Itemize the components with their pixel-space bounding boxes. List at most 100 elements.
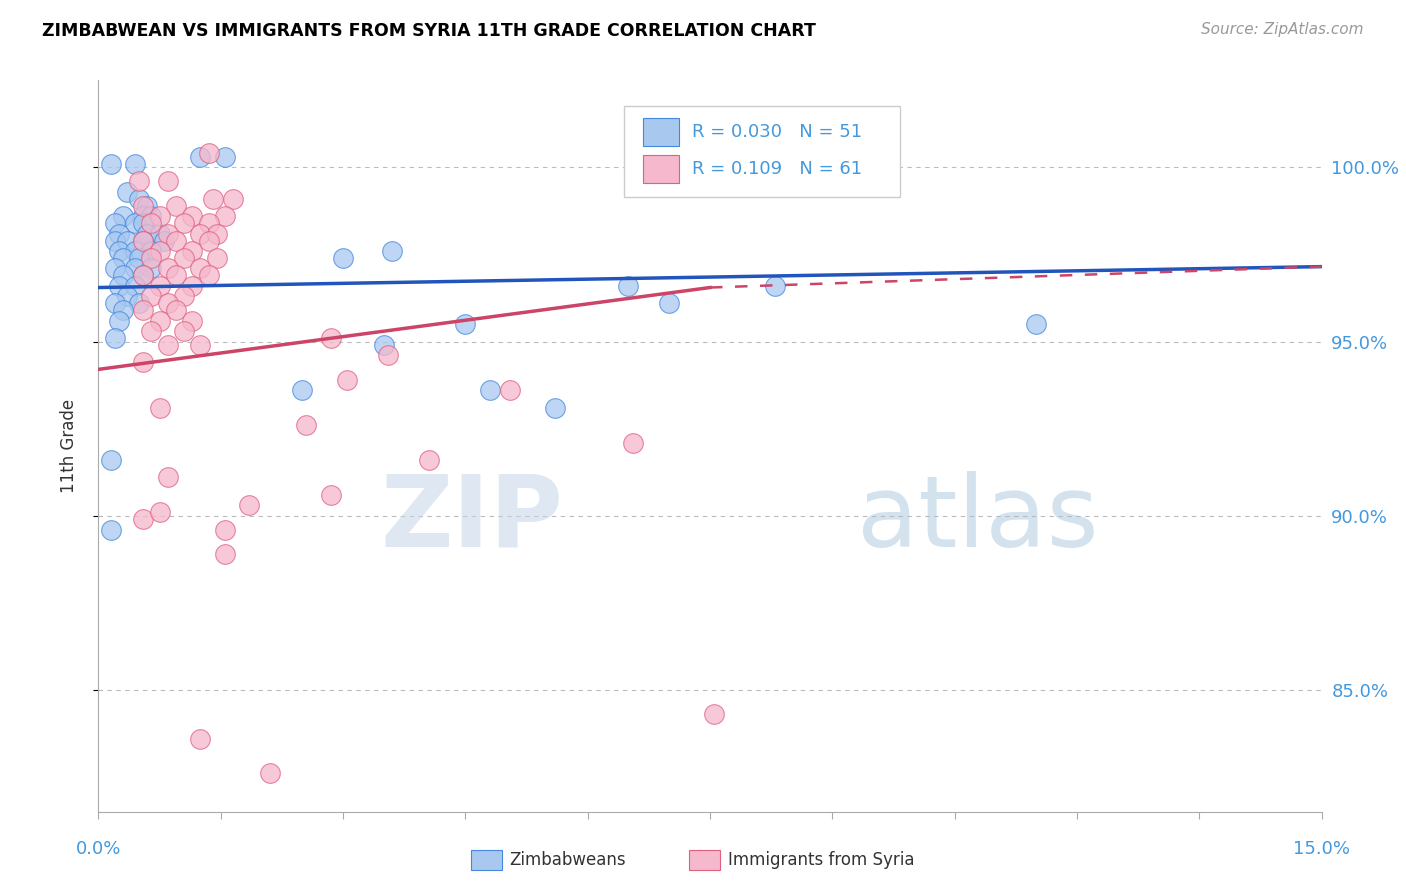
Point <box>124 157 146 171</box>
Point <box>381 244 404 258</box>
Point <box>104 296 127 310</box>
Point <box>197 234 219 248</box>
Point <box>136 227 159 241</box>
Point <box>621 435 644 450</box>
Point <box>165 268 187 283</box>
Point <box>156 470 179 484</box>
Point <box>259 766 281 780</box>
Point <box>658 296 681 310</box>
Point <box>132 268 155 283</box>
Point <box>165 234 187 248</box>
Point <box>188 338 212 352</box>
Point <box>173 251 195 265</box>
Point <box>319 488 342 502</box>
Point <box>108 244 131 258</box>
Point <box>100 523 122 537</box>
Point <box>214 209 236 223</box>
Point <box>100 157 122 171</box>
Point <box>181 313 204 327</box>
Point <box>111 209 134 223</box>
Point <box>478 384 501 398</box>
Point <box>132 512 155 526</box>
Point <box>149 505 172 519</box>
Point <box>165 199 187 213</box>
Point <box>149 209 172 223</box>
Text: 0.0%: 0.0% <box>76 839 121 857</box>
Text: Zimbabweans: Zimbabweans <box>509 851 626 869</box>
Y-axis label: 11th Grade: 11th Grade <box>59 399 77 493</box>
Point <box>499 384 522 398</box>
Point <box>111 268 134 283</box>
Point <box>156 261 179 276</box>
Point <box>173 324 195 338</box>
Point <box>201 192 224 206</box>
Point <box>238 498 260 512</box>
Text: 15.0%: 15.0% <box>1294 839 1350 857</box>
Point <box>214 547 236 561</box>
Text: ZIMBABWEAN VS IMMIGRANTS FROM SYRIA 11TH GRADE CORRELATION CHART: ZIMBABWEAN VS IMMIGRANTS FROM SYRIA 11TH… <box>42 22 815 40</box>
Point <box>295 418 318 433</box>
Point <box>104 261 127 276</box>
Point <box>141 209 163 223</box>
Point <box>124 244 146 258</box>
Point <box>149 244 172 258</box>
Point <box>149 227 172 241</box>
Point <box>188 261 212 276</box>
Text: ZIP: ZIP <box>381 471 564 567</box>
Point <box>173 289 195 303</box>
Point <box>104 331 127 345</box>
Point <box>156 296 179 310</box>
Point <box>128 251 150 265</box>
Point <box>373 338 395 352</box>
Point <box>132 234 155 248</box>
Point <box>197 146 219 161</box>
Point <box>332 251 354 265</box>
Point <box>111 251 134 265</box>
Text: atlas: atlas <box>856 471 1098 567</box>
Point <box>141 324 163 338</box>
Point <box>156 338 179 352</box>
Point <box>136 199 159 213</box>
Point <box>115 185 138 199</box>
Point <box>173 216 195 230</box>
Point <box>128 192 150 206</box>
Point <box>104 216 127 230</box>
Point <box>128 174 150 188</box>
Point <box>132 216 155 230</box>
Point <box>115 289 138 303</box>
Point <box>124 261 146 276</box>
Point <box>181 244 204 258</box>
Point <box>132 268 155 283</box>
Point <box>291 384 314 398</box>
Point <box>156 174 179 188</box>
Point <box>141 289 163 303</box>
Point <box>108 227 131 241</box>
Point <box>104 234 127 248</box>
Point <box>205 227 228 241</box>
Point <box>141 251 163 265</box>
Point <box>132 209 155 223</box>
Point <box>214 150 236 164</box>
FancyBboxPatch shape <box>624 106 900 197</box>
Point <box>124 278 146 293</box>
Text: Immigrants from Syria: Immigrants from Syria <box>728 851 915 869</box>
Point <box>214 523 236 537</box>
Point <box>132 355 155 369</box>
Point <box>181 278 204 293</box>
Point <box>132 234 155 248</box>
Point <box>124 216 146 230</box>
Point <box>165 303 187 318</box>
Text: R = 0.109   N = 61: R = 0.109 N = 61 <box>692 160 862 178</box>
Point <box>197 216 219 230</box>
Point <box>111 303 134 318</box>
Point <box>188 150 212 164</box>
Point <box>132 303 155 318</box>
Point <box>763 278 786 293</box>
Point <box>149 313 172 327</box>
Point <box>132 199 155 213</box>
Point <box>319 331 342 345</box>
Point <box>222 192 245 206</box>
Point <box>141 216 163 230</box>
Point <box>205 251 228 265</box>
Point <box>108 313 131 327</box>
